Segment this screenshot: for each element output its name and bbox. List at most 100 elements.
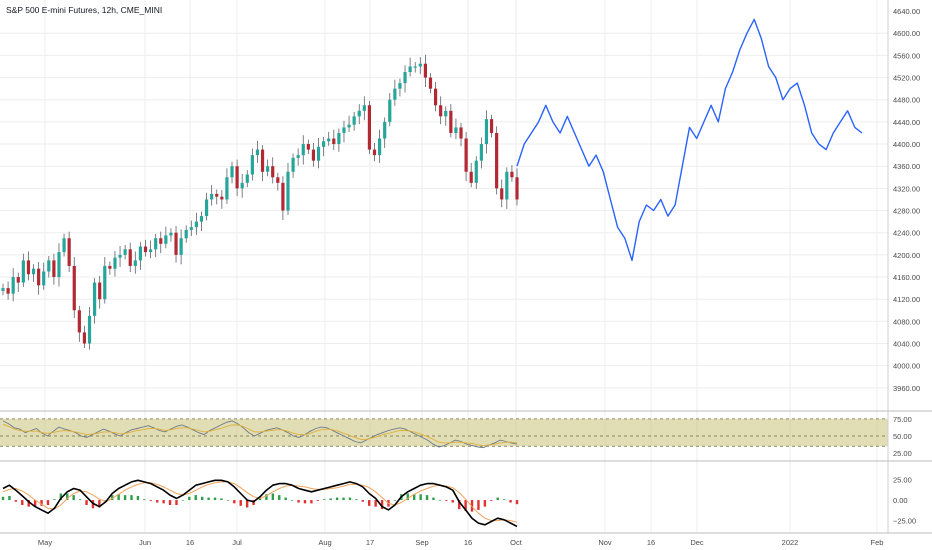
candle-body [255, 149, 260, 156]
macd-histogram-bar [130, 495, 133, 501]
candle-body [377, 138, 382, 156]
candle-body [495, 132, 499, 189]
macd-histogram-bar [33, 500, 37, 507]
candle-body [98, 282, 102, 300]
macd-histogram-bar [123, 495, 127, 501]
candle-body [433, 88, 438, 106]
macd-histogram-bar [374, 500, 377, 507]
candle-body [26, 260, 31, 275]
rsi-axis-tick-label: 75.00 [893, 415, 912, 424]
candle-body [383, 121, 387, 139]
candle-body [444, 110, 448, 117]
candle-body [306, 144, 310, 150]
price-axis-tick-label: 4240.00 [893, 229, 920, 238]
candle-body [327, 138, 331, 142]
candle-body [159, 238, 163, 244]
price-axis-tick-label: 4560.00 [893, 51, 920, 60]
macd-histogram-bar [323, 499, 326, 501]
candle-body [47, 260, 51, 272]
candle-body [164, 235, 168, 244]
candle-body [16, 277, 20, 283]
macd-histogram-bar [393, 500, 397, 501]
candle-body [449, 110, 453, 133]
macd-layer [1, 479, 519, 528]
candle-body [143, 246, 148, 253]
candle-body [210, 193, 214, 200]
macd-histogram-bar [445, 500, 448, 501]
macd-histogram-bar [104, 500, 107, 501]
candle-body [215, 193, 219, 197]
candle-body [459, 127, 463, 139]
macd-histogram-bar [27, 500, 30, 507]
x-axis-tick-label: 17 [366, 538, 374, 547]
candle-body [489, 119, 494, 133]
macd-histogram-bar [46, 500, 50, 505]
macd-histogram-bar [188, 496, 191, 501]
candle-body [52, 260, 56, 278]
price-axis-tick-label: 4200.00 [893, 251, 920, 260]
macd-histogram-bar [470, 500, 474, 512]
price-axis-tick-label: 4400.00 [893, 140, 920, 149]
candle-body [505, 171, 509, 200]
candle-body [87, 315, 92, 344]
macd-histogram-bar [200, 496, 204, 501]
candle-body [148, 249, 153, 253]
x-axis-tick-label: 2022 [782, 538, 799, 547]
price-axis-tick-label: 4120.00 [893, 295, 920, 304]
rsi-band [0, 418, 888, 447]
candle-body [342, 127, 346, 133]
candle-body [266, 166, 270, 172]
price-axis-tick-label: 4160.00 [893, 273, 920, 282]
candle-body [199, 216, 204, 222]
candle-body [1, 288, 5, 291]
macd-histogram-bar [297, 500, 300, 503]
macd-histogram-bar [502, 499, 506, 501]
candle-body [260, 149, 265, 172]
candle-body [250, 155, 254, 175]
candle-body [337, 132, 341, 145]
x-axis-tick-label: Sep [415, 538, 428, 547]
candle-body [362, 105, 366, 111]
candle-body [291, 157, 295, 172]
candle-body [225, 177, 229, 200]
macd-histogram-bar [66, 493, 69, 501]
macd-histogram-bar [14, 500, 18, 502]
macd-histogram-bar [168, 500, 172, 505]
rsi-layer [2, 420, 518, 449]
x-axis-tick-label: Feb [871, 538, 884, 547]
macd-histogram-bar [361, 500, 364, 502]
candle-body [286, 171, 290, 211]
macd-signal-line [2, 481, 518, 523]
candle-body [138, 246, 143, 261]
x-axis-tick-label: Nov [598, 538, 612, 547]
macd-histogram-bar [85, 500, 88, 505]
x-axis-tick-label: Jun [139, 538, 151, 547]
x-axis-tick-label: May [38, 538, 52, 547]
x-axis-tick-label: 16 [647, 538, 655, 547]
rsi-axis-tick-label: 25.00 [893, 449, 912, 458]
candle-body [347, 124, 351, 128]
candle-body [271, 166, 275, 178]
candle-body [133, 260, 137, 266]
macd-histogram-bar [156, 500, 159, 503]
candle-body [357, 110, 361, 117]
macd-histogram-bar [310, 500, 313, 504]
macd-histogram-bar [213, 497, 217, 501]
macd-histogram-bar [143, 499, 146, 501]
candle-body [93, 282, 97, 316]
macd-histogram-bar [451, 500, 454, 503]
price-axis-tick-label: 4320.00 [893, 184, 920, 193]
macd-histogram-bar [355, 499, 358, 501]
candle-body [72, 265, 76, 311]
macd-histogram-bar [252, 500, 255, 505]
macd-line [2, 479, 518, 528]
macd-histogram-bar [348, 497, 352, 501]
macd-histogram-bar [290, 500, 294, 501]
macd-histogram-bar [432, 497, 435, 501]
macd-histogram-bar [316, 500, 320, 501]
price-axis-tick-label: 4040.00 [893, 340, 920, 349]
candle-body [464, 138, 468, 172]
candle-body [388, 99, 392, 122]
macd-histogram-bar [271, 493, 275, 501]
macd-histogram-bar [8, 495, 11, 501]
